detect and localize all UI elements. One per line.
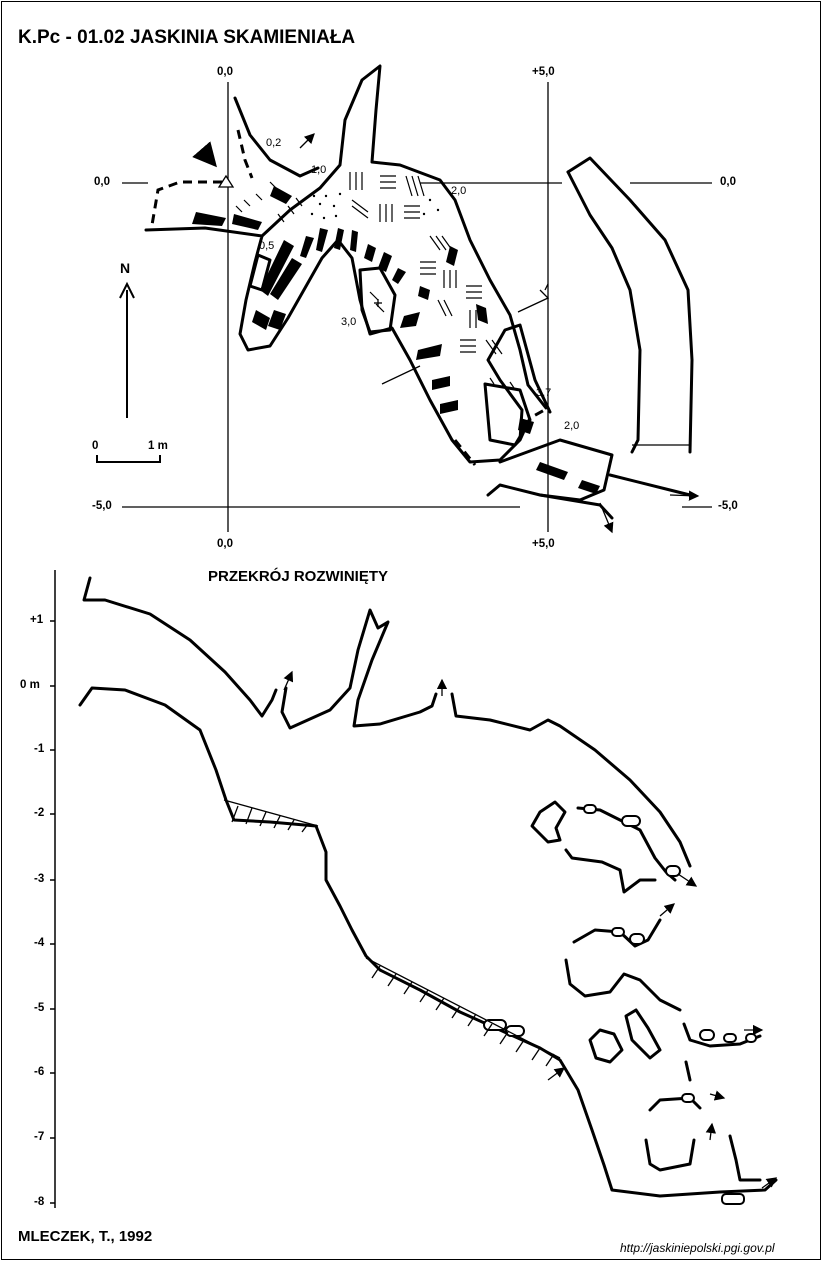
- section-hatching: [223, 799, 561, 1067]
- plan-hatching: [235, 172, 515, 389]
- section-arrows: [283, 670, 778, 1189]
- grid-label-bottom-zero: 0,0: [217, 538, 233, 550]
- plan-cave-outline: [144, 64, 694, 520]
- axis-tick-label: -6: [34, 1066, 45, 1078]
- depth-label: 2,0: [564, 420, 580, 432]
- section-title: PRZEKRÓJ ROZWINIĘTY: [208, 568, 389, 585]
- axis-tick-label: +1: [30, 614, 44, 626]
- grid-label-right-minus5: -5,0: [718, 500, 738, 512]
- source-url: http://jaskiniepolski.pgi.gov.pl: [620, 1241, 775, 1255]
- grid-label-left-minus5: -5,0: [92, 500, 112, 512]
- grid-label-left-zero: 0,0: [94, 176, 110, 188]
- axis-tick-label: -2: [34, 807, 45, 819]
- depth-label: 0,5: [259, 240, 275, 252]
- scale-bar: [96, 455, 161, 463]
- axis-tick-label: -1: [34, 743, 45, 755]
- plan-grid: [122, 82, 712, 532]
- section-axis: [50, 570, 56, 1208]
- scale-start-label: 0: [92, 440, 99, 452]
- section-cave-outline: [78, 576, 778, 1205]
- axis-tick-label: -5: [34, 1002, 45, 1014]
- axis-tick-label: 0 m: [20, 679, 40, 691]
- north-label: N: [120, 260, 131, 276]
- axis-tick-label: -7: [34, 1131, 45, 1143]
- axis-tick-label: -4: [34, 937, 45, 949]
- scale-end-label: 1 m: [148, 440, 168, 452]
- axis-tick-label: -8: [34, 1196, 45, 1208]
- grid-label-top-zero: 0,0: [217, 66, 233, 78]
- page-title: K.Pc - 01.02 JASKINIA SKAMIENIAŁA: [18, 27, 356, 48]
- grid-label-bottom-plus5: +5,0: [532, 538, 555, 550]
- depth-label: 3,0: [341, 316, 357, 328]
- plan-dots: [310, 192, 440, 220]
- depth-label: 2,0: [451, 185, 467, 197]
- plan-rock-blocks: [192, 186, 600, 494]
- grid-label-right-zero: 0,0: [720, 176, 736, 188]
- plan-markers: [192, 133, 700, 534]
- depth-label: 0,2: [266, 137, 282, 149]
- author-credit: MLECZEK, T., 1992: [18, 1228, 153, 1245]
- grid-label-top-plus5: +5,0: [532, 66, 555, 78]
- axis-tick-label: -3: [34, 873, 45, 885]
- depth-label: 1,0: [311, 164, 327, 176]
- north-arrow: [119, 281, 135, 418]
